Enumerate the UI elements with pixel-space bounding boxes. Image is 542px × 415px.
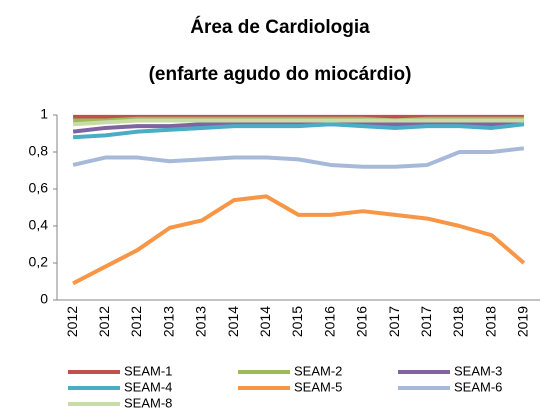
x-tick-label: 2014	[225, 306, 241, 337]
x-tick-label: 2016	[354, 306, 370, 337]
x-tick-label: 2014	[257, 306, 273, 337]
x-tick-label: 2019	[515, 306, 531, 337]
legend-label: SEAM-2	[294, 363, 342, 378]
series-line	[72, 146, 525, 169]
x-tick-label: 2018	[450, 306, 466, 337]
y-tick-label: 0,4	[29, 217, 49, 233]
y-tick-label: 0	[40, 291, 48, 307]
legend-label: SEAM-1	[124, 363, 172, 378]
x-tick-label: 2016	[321, 306, 337, 337]
y-tick-label: 0,6	[29, 180, 49, 196]
x-tick-label: 2015	[289, 306, 305, 337]
x-tick-label: 2018	[482, 306, 498, 337]
chart-title: Área de Cardiologia	[190, 16, 370, 38]
x-tick-label: 2012	[64, 306, 80, 337]
series-line	[72, 122, 525, 140]
series-line	[72, 118, 524, 127]
x-tick-label: 2013	[193, 306, 209, 337]
x-tick-label: 2017	[418, 306, 434, 337]
legend-label: SEAM-5	[294, 379, 342, 394]
legend-label: SEAM-8	[124, 395, 172, 410]
chart-subtitle: (enfarte agudo do miocárdio)	[149, 64, 412, 85]
y-tick-label: 0,2	[29, 254, 49, 270]
y-tick-label: 1	[40, 106, 48, 122]
legend-label: SEAM-6	[454, 379, 502, 394]
series-line	[72, 194, 526, 286]
x-tick-label: 2012	[96, 306, 112, 337]
x-tick-label: 2012	[128, 306, 144, 337]
legend-label: SEAM-4	[124, 379, 172, 394]
y-tick-label: 0,8	[29, 143, 49, 159]
x-tick-label: 2013	[160, 306, 176, 337]
legend-label: SEAM-3	[454, 363, 502, 378]
x-tick-label: 2017	[386, 306, 402, 337]
